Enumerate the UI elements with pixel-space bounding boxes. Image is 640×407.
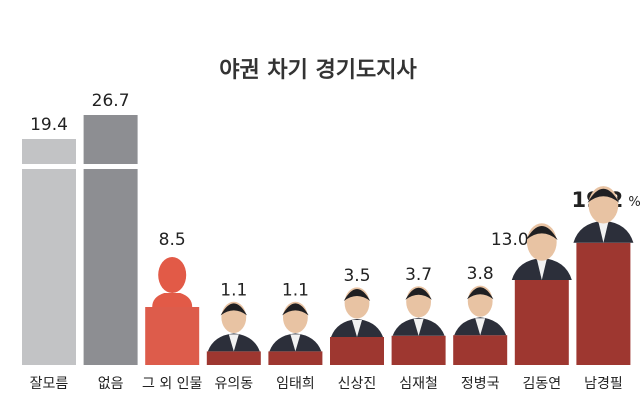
data-label: 26.7 xyxy=(92,91,130,111)
data-label-unit: % xyxy=(628,195,640,210)
category-label: 남경필 xyxy=(584,376,623,392)
bar xyxy=(514,280,569,365)
portrait-shirt xyxy=(475,318,486,336)
data-label: 8.5 xyxy=(159,230,186,250)
data-label: 3.8 xyxy=(467,264,494,284)
chart-marks: 19.4 잘모름 26.7 없음 8.5 그 외 인물 1.1 유의동 1.1 임태희 3.5 신상진… xyxy=(22,91,640,392)
portrait-shirt xyxy=(536,259,547,280)
bar xyxy=(145,307,200,365)
portrait-hair xyxy=(405,287,432,300)
portrait-hair xyxy=(525,226,558,240)
portrait-shirt xyxy=(598,221,609,243)
category-label: 신상진 xyxy=(338,376,377,392)
category-label: 심재철 xyxy=(399,376,438,392)
category-label: 임태희 xyxy=(276,376,315,392)
data-label: 19.4 xyxy=(30,115,68,135)
portrait-shirt xyxy=(290,334,301,352)
bar xyxy=(391,335,446,365)
bar-upper xyxy=(22,139,76,164)
bar xyxy=(453,335,508,365)
silhouette-head xyxy=(158,257,187,293)
bar xyxy=(206,351,261,365)
data-label: 13.0 xyxy=(491,230,529,250)
portrait-shirt xyxy=(413,318,424,336)
portrait-hair xyxy=(220,303,247,316)
portrait-shirt xyxy=(228,334,239,352)
portrait-hair xyxy=(343,289,371,301)
silhouette-body xyxy=(152,293,193,307)
data-label: 3.7 xyxy=(405,265,432,285)
portrait-shirt xyxy=(352,320,362,337)
data-label: 3.5 xyxy=(343,266,370,286)
bar xyxy=(330,337,384,365)
portrait-hair xyxy=(467,287,494,300)
category-label: 정병국 xyxy=(461,376,500,392)
bar-lower xyxy=(22,169,76,365)
bar-upper xyxy=(83,115,138,164)
data-label: 1.1 xyxy=(282,280,309,300)
category-label: 그 외 인물 xyxy=(142,376,203,392)
bar xyxy=(576,242,631,365)
bar xyxy=(268,351,323,365)
category-label: 김동연 xyxy=(522,376,561,392)
category-label: 없음 xyxy=(98,376,124,392)
data-label: 1.1 xyxy=(220,280,247,300)
portrait-hair xyxy=(282,303,309,316)
bar-lower xyxy=(83,169,138,365)
chart-title: 야권 차기 경기도지사 xyxy=(219,58,417,83)
portrait-hair xyxy=(587,188,620,203)
category-label: 잘모름 xyxy=(30,376,69,392)
category-label: 유의동 xyxy=(214,376,253,392)
